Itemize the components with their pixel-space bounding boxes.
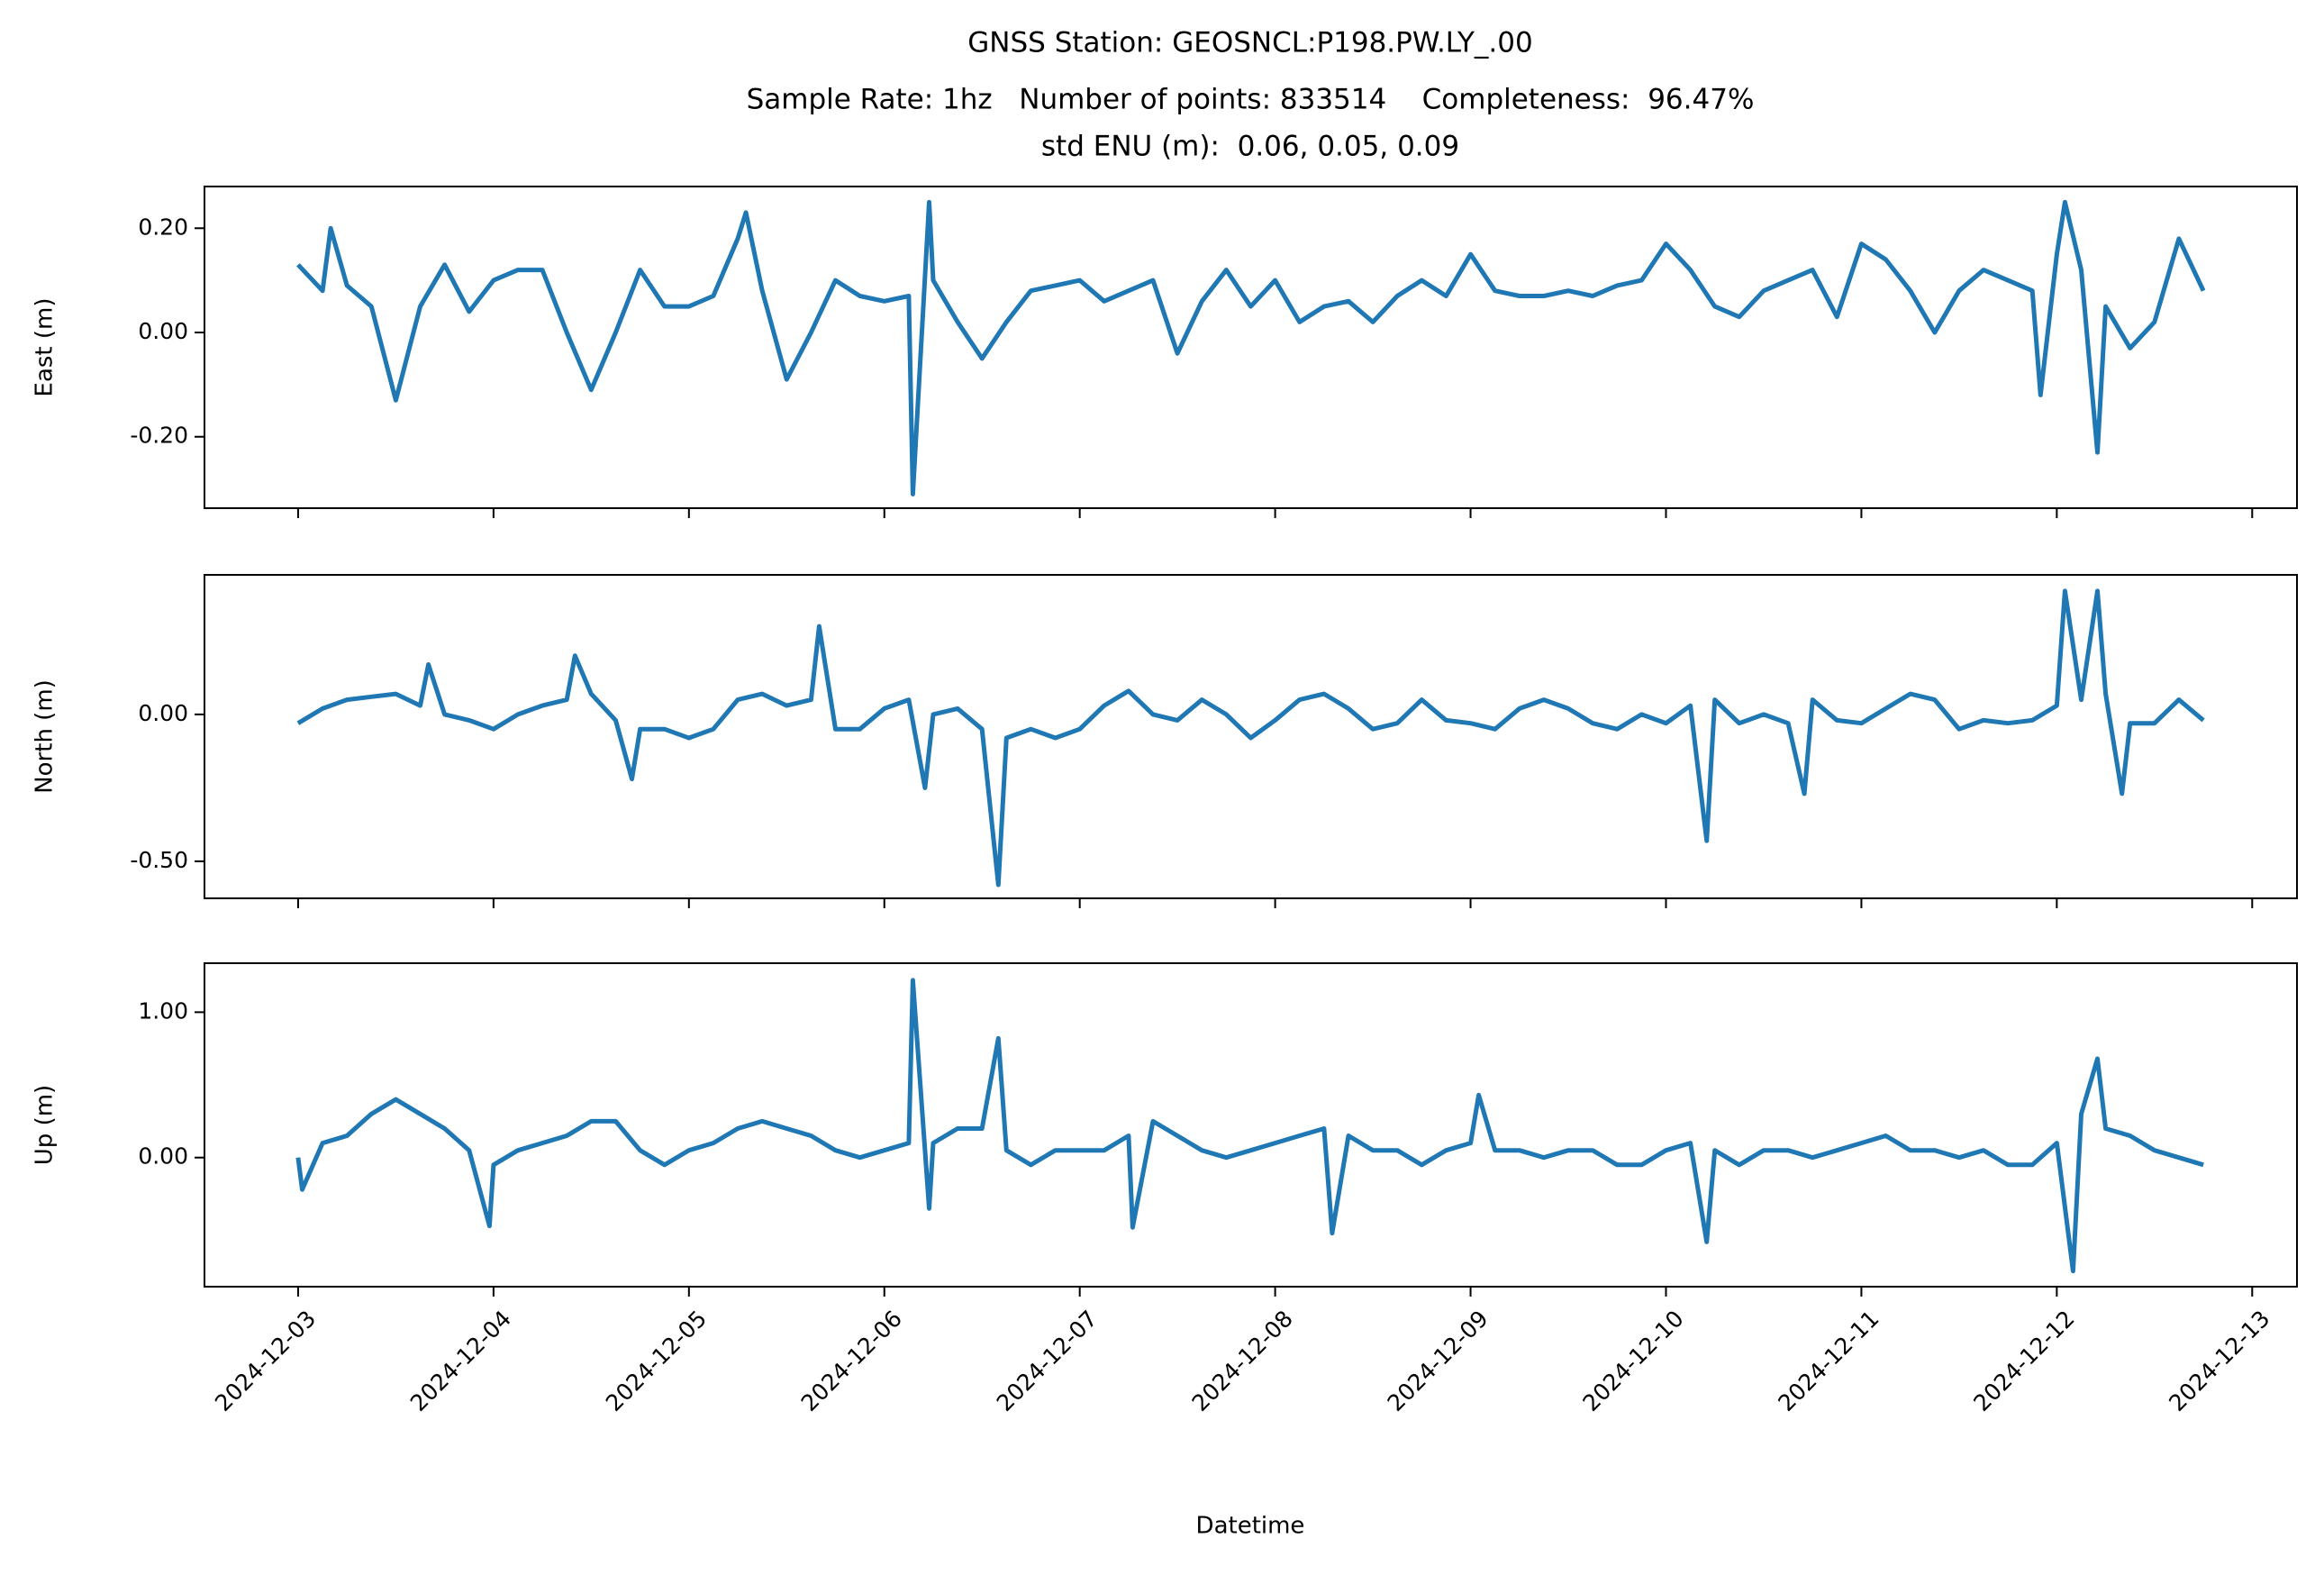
chart-title: GNSS Station: GEOSNCL:P198.PW.LY_.00: [967, 27, 1532, 59]
y-axis-label: Up (m): [32, 1085, 59, 1165]
y-tick-label: 0.00: [138, 1143, 188, 1170]
data-line: [296, 588, 2205, 888]
y-axis-label: North (m): [32, 679, 59, 794]
y-tick-label: 0.00: [138, 700, 188, 726]
axes-frame: [204, 574, 2298, 899]
y-axis-label: East (m): [32, 298, 59, 397]
data-line: [295, 978, 2204, 1274]
axes-frame: [204, 186, 2298, 509]
y-tick-label: -0.20: [130, 423, 188, 449]
y-tick-label: 0.20: [138, 214, 188, 240]
data-line: [296, 199, 2206, 496]
axes-frame: [204, 962, 2298, 1288]
y-tick-label: -0.50: [130, 847, 188, 873]
x-axis-label: Datetime: [1196, 1513, 1305, 1540]
chart-subtitle: Sample Rate: 1hz Number of points: 83351…: [747, 84, 1755, 116]
chart-subtitle: std ENU (m): 0.06, 0.05, 0.09: [1041, 131, 1459, 163]
y-tick-label: 1.00: [138, 997, 188, 1024]
y-tick-label: 0.00: [138, 318, 188, 344]
